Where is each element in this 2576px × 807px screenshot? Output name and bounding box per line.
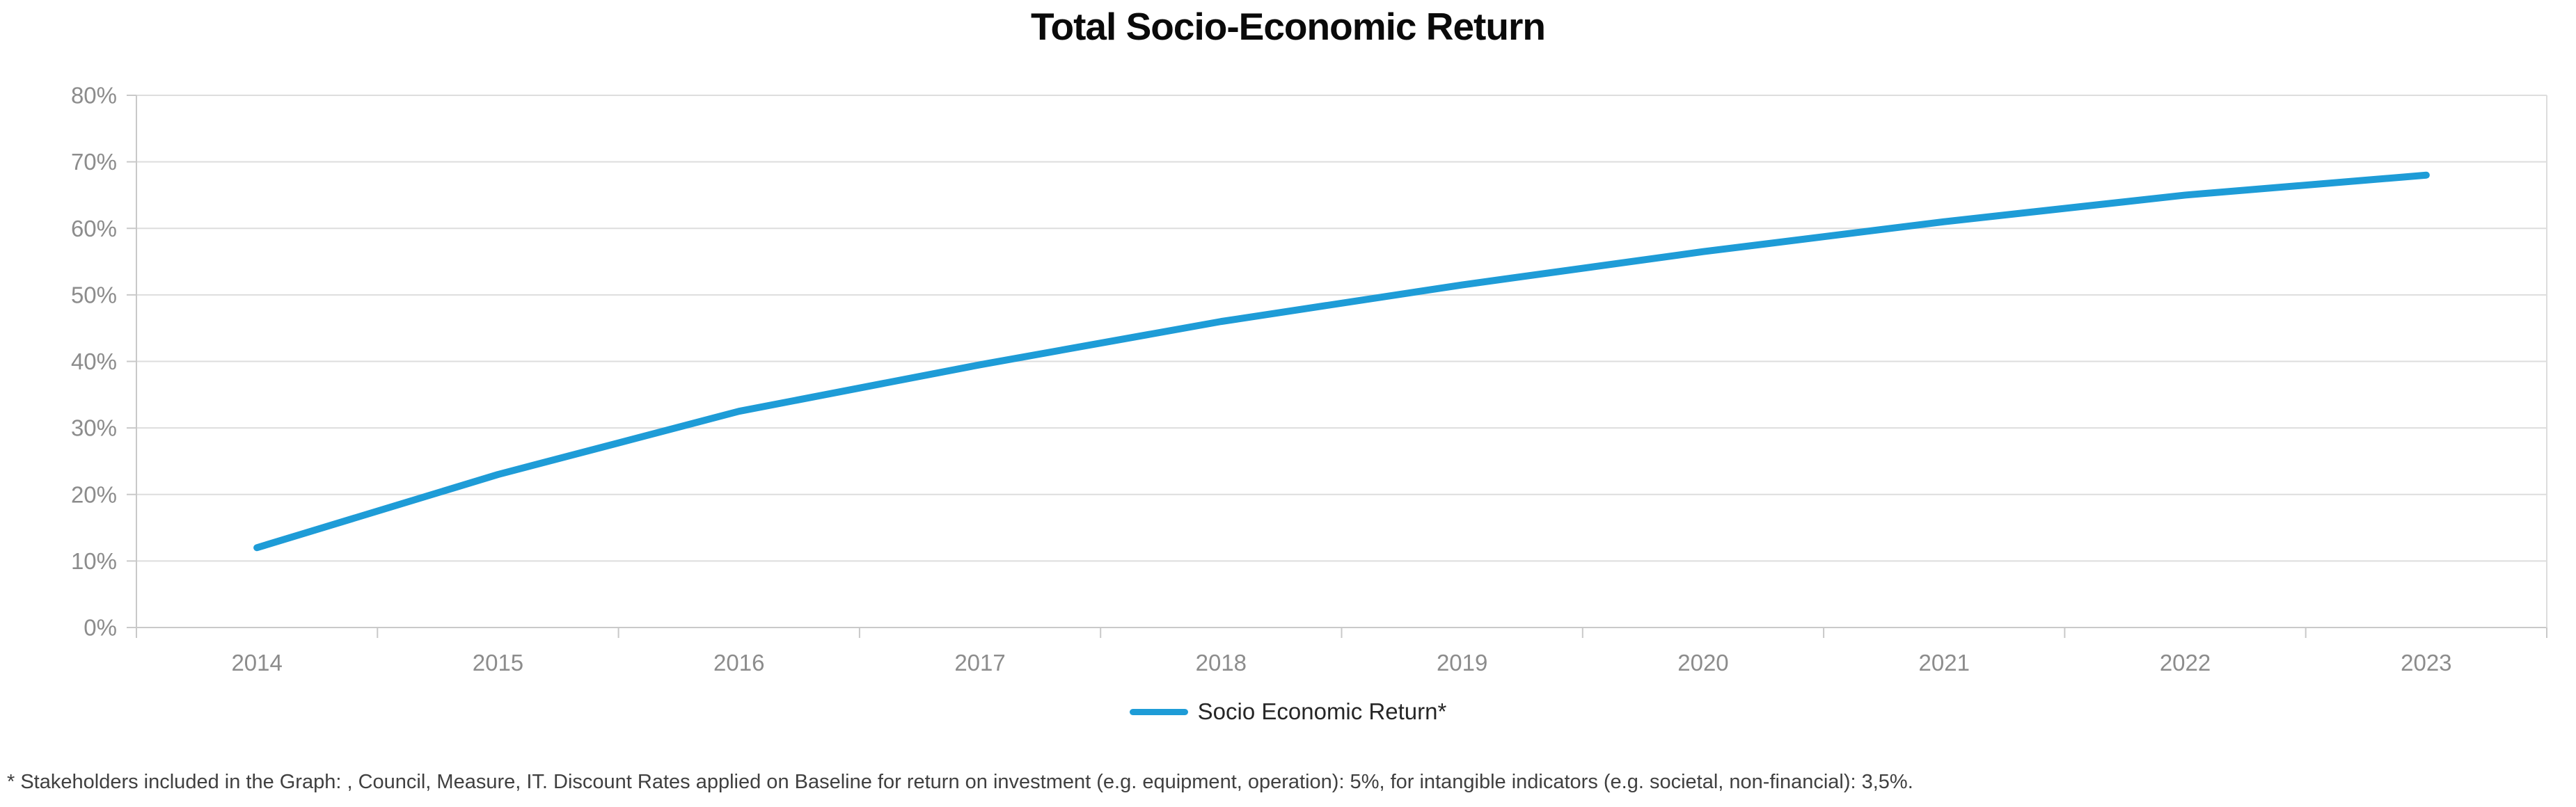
x-axis-label: 2015 (473, 650, 523, 676)
y-axis-label: 80% (71, 83, 117, 109)
y-axis-label: 40% (71, 349, 117, 374)
y-axis-label: 20% (71, 481, 117, 507)
series-line (253, 171, 2430, 552)
chart-title: Total Socio-Economic Return (1031, 5, 1546, 48)
legend: Socio Economic Return* (0, 695, 2576, 728)
x-axis-label: 2018 (1196, 650, 1247, 676)
legend-label: Socio Economic Return* (1197, 698, 1447, 724)
x-axis-label: 2016 (713, 650, 764, 676)
x-axis-label: 2020 (1677, 650, 1728, 676)
x-axis-label: 2021 (1919, 650, 1970, 676)
y-axis-label: 0% (84, 615, 117, 641)
y-axis-label: 70% (71, 149, 117, 175)
x-axis-label: 2019 (1437, 650, 1487, 676)
y-axis-label: 60% (71, 216, 117, 241)
y-axis-label: 10% (71, 548, 117, 574)
y-axis-label: 30% (71, 415, 117, 441)
x-axis-label: 2017 (954, 650, 1005, 676)
x-axis-label: 2014 (231, 650, 282, 676)
legend-line-swatch-icon (1129, 708, 1188, 715)
y-axis-label: 50% (71, 282, 117, 307)
x-axis-label: 2023 (2401, 650, 2451, 676)
footnote-text: * Stakeholders included in the Graph: , … (7, 771, 1913, 793)
x-axis-label: 2022 (2160, 650, 2211, 676)
